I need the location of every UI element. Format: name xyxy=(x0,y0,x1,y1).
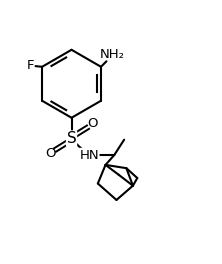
Text: HN: HN xyxy=(79,149,99,162)
Text: O: O xyxy=(46,147,56,161)
Text: S: S xyxy=(67,131,76,146)
Text: F: F xyxy=(26,59,34,72)
Text: O: O xyxy=(87,117,98,130)
Text: NH₂: NH₂ xyxy=(99,48,124,61)
